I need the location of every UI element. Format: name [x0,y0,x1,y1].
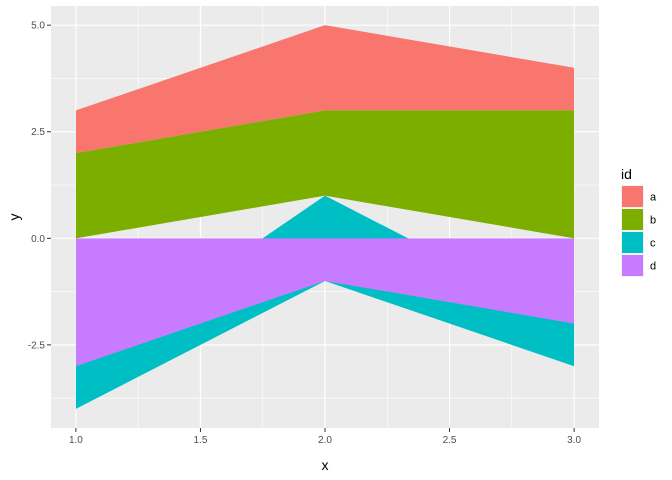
legend-title: id [621,166,632,182]
legend-label-c: c [650,238,656,250]
x-tick-label: 1.0 [69,435,83,446]
y-tick-label: 5.0 [31,21,45,32]
y-tick-label: -2.5 [28,340,46,351]
ribbon-areas [75,25,575,409]
y-tick-label: 2.5 [31,127,45,138]
ribbon-d [75,238,575,367]
legend-key-c [622,232,643,253]
legend-label-d: d [650,261,656,273]
legend-label-b: b [650,215,656,227]
ribbon-a [75,25,575,154]
y-axis-ticks: -2.5 0.0 2.5 5.0 [28,21,51,351]
x-tick-label: 2.0 [318,435,332,446]
ribbon-b [75,110,575,239]
y-tick-label: 0.0 [31,234,45,245]
y-axis-title: y [6,214,22,221]
legend-label-a: a [650,192,657,204]
legend-key-a [622,186,643,207]
legend-key-d [622,255,643,276]
x-axis-ticks: 1.0 1.5 2.0 2.5 3.0 [69,428,581,446]
x-tick-label: 2.5 [443,435,457,446]
x-tick-label: 1.5 [194,435,208,446]
x-axis-title: x [322,457,329,473]
x-tick-label: 3.0 [567,435,581,446]
legend-key-b [622,209,643,230]
